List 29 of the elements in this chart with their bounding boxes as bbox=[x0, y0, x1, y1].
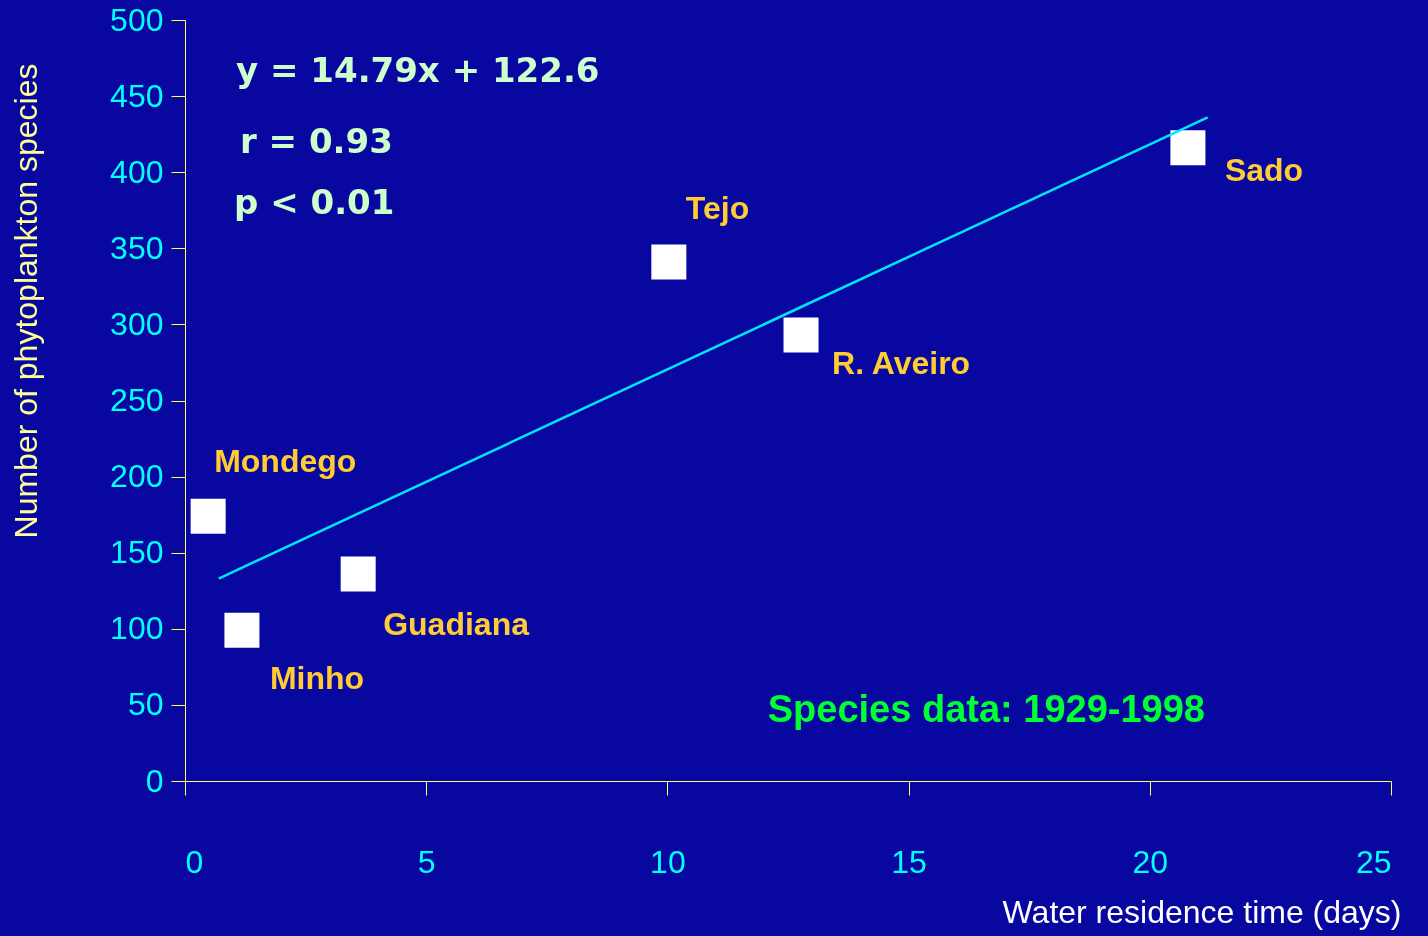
x-tick-label: 10 bbox=[650, 843, 686, 880]
annotation: r = 0.93 bbox=[240, 121, 393, 161]
x-tick-label: 5 bbox=[417, 843, 436, 880]
x-tick-label: 25 bbox=[1355, 843, 1392, 880]
y-tick-label: 100 bbox=[110, 610, 164, 647]
y-tick-label: 400 bbox=[110, 153, 164, 190]
annotation: p < 0.01 bbox=[234, 182, 395, 222]
y-tick-label: 450 bbox=[110, 77, 164, 114]
y-tick-label: 200 bbox=[110, 458, 164, 495]
y-tick-label: 150 bbox=[110, 534, 164, 571]
x-tick-label: 15 bbox=[891, 843, 927, 880]
x-tick-label: 0 bbox=[185, 843, 204, 880]
annotation: Mondego bbox=[214, 443, 357, 480]
annotation: y = 14.79x + 122.6 bbox=[236, 50, 600, 90]
y-tick-label: 350 bbox=[110, 229, 164, 266]
y-tick-label: 300 bbox=[110, 305, 164, 342]
annotation: Guadiana bbox=[383, 606, 530, 643]
y-axis-title: Number of phytoplankton species bbox=[7, 63, 44, 539]
y-tick-label: 500 bbox=[110, 1, 164, 38]
annotation: Minho bbox=[269, 660, 365, 697]
y-tick-label: 50 bbox=[127, 686, 164, 723]
y-tick-label: 250 bbox=[110, 382, 164, 418]
annotation: Sado bbox=[1224, 151, 1304, 188]
x-axis-title: Water residence time (days) bbox=[1002, 893, 1402, 930]
y-tick-label: 0 bbox=[145, 762, 164, 799]
x-tick-label: 20 bbox=[1132, 843, 1169, 880]
annotation: R. Aveiro bbox=[832, 345, 971, 382]
annotation: Species data: 1929-1998 bbox=[767, 688, 1205, 730]
annotation: Tejo bbox=[685, 190, 750, 226]
